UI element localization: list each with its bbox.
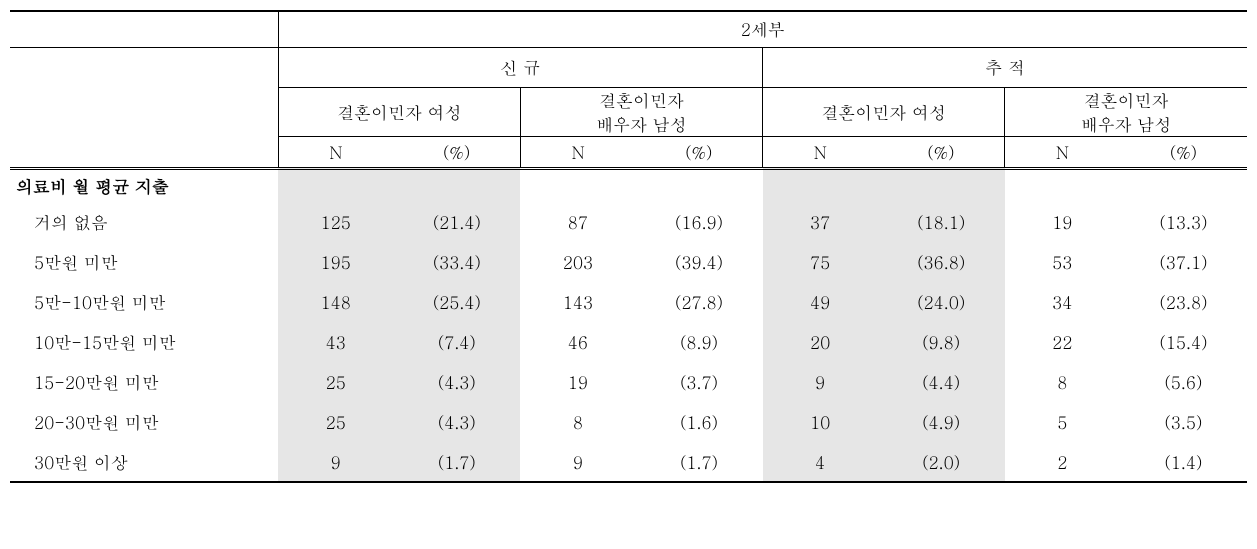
cell-value: (37.1) [1120,242,1247,282]
cell-value: 8 [520,402,635,442]
cell-value: (1.7) [393,442,520,482]
col-header-n: N [520,136,635,168]
cell-value: (4.9) [878,402,1005,442]
header-subgroup-b-female: 결혼이민자 여성 [763,87,1005,136]
cell-value: (13.3) [1120,202,1247,242]
cell-value: (2.0) [878,442,1005,482]
cell-value: 43 [278,322,393,362]
col-header-pct: (%) [878,136,1005,168]
header-row-labels: N (%) N (%) N (%) N (%) [10,136,1247,168]
row-label: 거의 없음 [10,202,278,242]
header-row-groups: 신 규 추 적 [10,47,1247,87]
cell-value: (25.4) [393,282,520,322]
cell-value: 9 [763,362,878,402]
row-label: 30만원 이상 [10,442,278,482]
cell-value: 195 [278,242,393,282]
cell-value: (1.4) [1120,442,1247,482]
cell-value: (33.4) [393,242,520,282]
col-header-n: N [763,136,878,168]
row-label: 10만-15만원 미만 [10,322,278,362]
col-header-pct: (%) [393,136,520,168]
col-header-n: N [1005,136,1120,168]
cell-value: (4.3) [393,362,520,402]
subgroup-male-line2: 배우자 남성 [596,112,687,136]
header-group-b: 추 적 [763,47,1247,87]
cell-value: 10 [763,402,878,442]
cell-value: (21.4) [393,202,520,242]
row-label: 5만원 미만 [10,242,278,282]
cell-value: (1.6) [635,402,762,442]
cell-value: 22 [1005,322,1120,362]
cell-value: 25 [278,362,393,402]
cell-value: (5.6) [1120,362,1247,402]
cell-value: 125 [278,202,393,242]
table-row: 30만원 이상9(1.7)9(1.7)4(2.0)2(1.4) [10,442,1247,482]
cell-value: (24.0) [878,282,1005,322]
cell-value: 143 [520,282,635,322]
row-label: 20-30만원 미만 [10,402,278,442]
table-row: 15-20만원 미만25(4.3)19(3.7)9(4.4)8(5.6) [10,362,1247,402]
cell-value: 19 [1005,202,1120,242]
col-header-pct: (%) [635,136,762,168]
cell-value: (18.1) [878,202,1005,242]
cell-value: 5 [1005,402,1120,442]
cell-value: (4.3) [393,402,520,442]
cell-value: 25 [278,402,393,442]
data-table: 2세부 신 규 추 적 결혼이민자 여성 결혼이민자 배우자 남성 결혼이민자 … [10,10,1247,483]
cell-value: (36.8) [878,242,1005,282]
col-header-pct: (%) [1120,136,1247,168]
cell-value: (23.8) [1120,282,1247,322]
cell-value: 9 [520,442,635,482]
header-row-supergroup: 2세부 [10,11,1247,47]
table-row: 5만원 미만195(33.4)203(39.4)75(36.8)53(37.1) [10,242,1247,282]
table-row: 5만-10만원 미만148(25.4)143(27.8)49(24.0)34(2… [10,282,1247,322]
header-subgroup-a-male: 결혼이민자 배우자 남성 [520,87,762,136]
col-header-n: N [278,136,393,168]
table-row: 거의 없음125(21.4)87(16.9)37(18.1)19(13.3) [10,202,1247,242]
cell-value: 37 [763,202,878,242]
header-subgroup-b-male: 결혼이민자 배우자 남성 [1005,87,1247,136]
cell-value: (1.7) [635,442,762,482]
cell-value: 4 [763,442,878,482]
cell-value: 8 [1005,362,1120,402]
cell-value: 148 [278,282,393,322]
subgroup-male-line1: 결혼이민자 [599,88,684,112]
cell-value: 19 [520,362,635,402]
cell-value: (7.4) [393,322,520,362]
cell-value: (39.4) [635,242,762,282]
cell-value: (9.8) [878,322,1005,362]
subgroup-male-line1: 결혼이민자 [1084,88,1169,112]
cell-value: 9 [278,442,393,482]
table-row: 20-30만원 미만25(4.3)8(1.6)10(4.9)5(3.5) [10,402,1247,442]
cell-value: (15.4) [1120,322,1247,362]
cell-value: (3.5) [1120,402,1247,442]
header-group-a: 신 규 [278,47,762,87]
subgroup-male-line2: 배우자 남성 [1081,112,1172,136]
cell-value: 49 [763,282,878,322]
header-row-subgroups: 결혼이민자 여성 결혼이민자 배우자 남성 결혼이민자 여성 결혼이민자 배우자… [10,87,1247,136]
cell-value: (27.8) [635,282,762,322]
section-header-row: 의료비 월 평균 지출 [10,168,1247,202]
cell-value: 2 [1005,442,1120,482]
cell-value: (4.4) [878,362,1005,402]
row-label: 15-20만원 미만 [10,362,278,402]
header-subgroup-a-female: 결혼이민자 여성 [278,87,520,136]
row-label: 5만-10만원 미만 [10,282,278,322]
cell-value: 203 [520,242,635,282]
table-row: 10만-15만원 미만43(7.4)46(8.9)20(9.8)22(15.4) [10,322,1247,362]
header-supergroup: 2세부 [278,11,1247,47]
cell-value: (8.9) [635,322,762,362]
cell-value: (3.7) [635,362,762,402]
cell-value: 46 [520,322,635,362]
cell-value: 75 [763,242,878,282]
section-title: 의료비 월 평균 지출 [10,168,278,202]
cell-value: 20 [763,322,878,362]
cell-value: 53 [1005,242,1120,282]
cell-value: (16.9) [635,202,762,242]
data-rows: 거의 없음125(21.4)87(16.9)37(18.1)19(13.3)5만… [10,202,1247,482]
cell-value: 34 [1005,282,1120,322]
cell-value: 87 [520,202,635,242]
